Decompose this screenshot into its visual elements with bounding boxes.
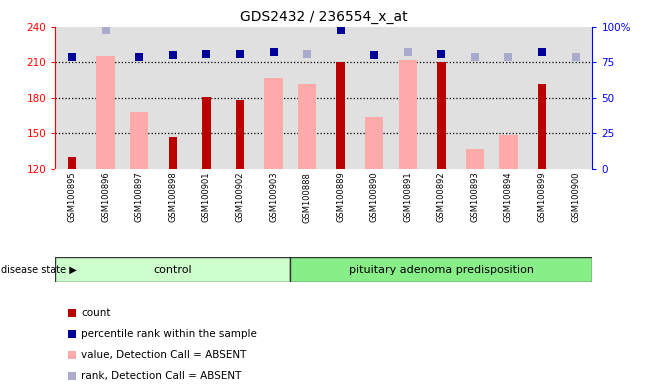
Point bbox=[302, 51, 312, 57]
Bar bbox=[68, 157, 76, 169]
Point bbox=[126, 261, 136, 267]
Point bbox=[126, 282, 136, 288]
Bar bbox=[130, 112, 148, 169]
Text: percentile rank within the sample: percentile rank within the sample bbox=[81, 329, 257, 339]
Point bbox=[126, 240, 136, 246]
Point bbox=[503, 54, 514, 60]
Bar bbox=[365, 117, 383, 169]
Bar bbox=[96, 56, 115, 169]
Bar bbox=[398, 60, 417, 169]
Point bbox=[402, 50, 413, 56]
Point bbox=[470, 54, 480, 60]
Point bbox=[436, 51, 447, 57]
Bar bbox=[499, 135, 518, 169]
Bar bbox=[264, 78, 283, 169]
Title: GDS2432 / 236554_x_at: GDS2432 / 236554_x_at bbox=[240, 10, 408, 25]
Bar bbox=[202, 97, 210, 169]
Point bbox=[235, 51, 245, 57]
Bar bbox=[437, 62, 445, 169]
Point bbox=[268, 50, 279, 56]
Point bbox=[570, 54, 581, 60]
Point bbox=[67, 54, 77, 60]
Point bbox=[201, 51, 212, 57]
Point bbox=[167, 52, 178, 58]
Bar bbox=[55, 257, 290, 282]
Text: control: control bbox=[154, 265, 192, 275]
Text: value, Detection Call = ABSENT: value, Detection Call = ABSENT bbox=[81, 350, 247, 360]
Bar bbox=[298, 84, 316, 169]
Point bbox=[134, 54, 145, 60]
Bar bbox=[236, 100, 244, 169]
Bar bbox=[169, 137, 177, 169]
Point bbox=[537, 50, 547, 56]
Text: count: count bbox=[81, 308, 111, 318]
Point bbox=[100, 26, 111, 33]
Text: disease state ▶: disease state ▶ bbox=[1, 265, 76, 275]
Point bbox=[126, 303, 136, 310]
Text: rank, Detection Call = ABSENT: rank, Detection Call = ABSENT bbox=[81, 371, 242, 381]
Bar bbox=[465, 149, 484, 169]
Text: pituitary adenoma predisposition: pituitary adenoma predisposition bbox=[349, 265, 534, 275]
Point bbox=[335, 26, 346, 33]
Bar bbox=[538, 84, 546, 169]
Point bbox=[369, 52, 380, 58]
Bar bbox=[290, 257, 592, 282]
Bar bbox=[337, 62, 345, 169]
